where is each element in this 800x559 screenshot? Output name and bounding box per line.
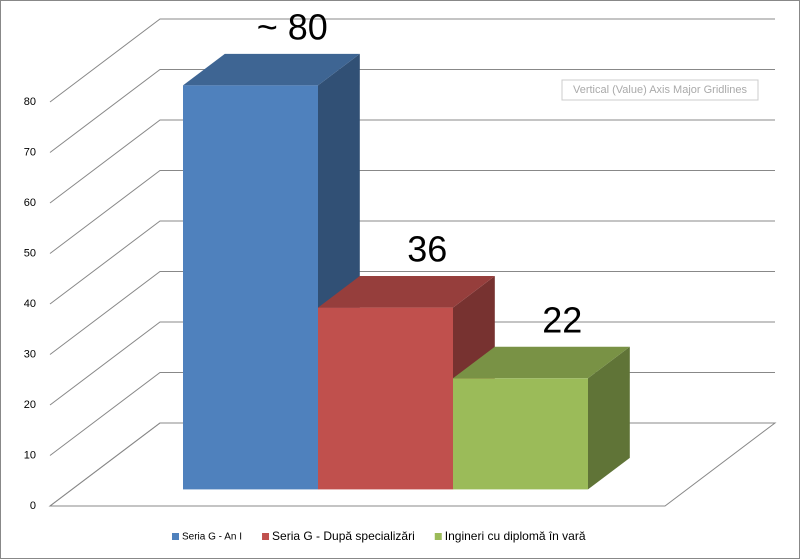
bar bbox=[453, 378, 588, 490]
grid-line bbox=[49, 271, 775, 355]
y-tick-label: 40 bbox=[24, 298, 36, 310]
grid-line bbox=[49, 321, 775, 406]
bar bbox=[318, 307, 453, 490]
y-tick-label: 30 bbox=[24, 348, 36, 360]
y-tick-label: 10 bbox=[24, 449, 36, 461]
legend-label: Seria G - După specializări bbox=[272, 529, 415, 543]
tooltip: Vertical (Value) Axis Major Gridlines bbox=[561, 79, 759, 101]
tooltip-box bbox=[561, 79, 759, 101]
y-tick-label: 80 bbox=[24, 96, 36, 108]
bar bbox=[183, 85, 318, 490]
data-label: ~ 80 bbox=[257, 6, 328, 47]
legend-label: Seria G - An I bbox=[182, 532, 242, 543]
grid-line bbox=[49, 18, 775, 103]
y-tick-label: 50 bbox=[24, 247, 36, 259]
y-tick-label: 60 bbox=[24, 197, 36, 209]
grid-line bbox=[49, 170, 775, 254]
bar-top bbox=[453, 346, 630, 379]
legend-label: Ingineri cu diplomă în vară bbox=[445, 529, 586, 543]
legend-swatch bbox=[172, 533, 179, 540]
grid-line bbox=[49, 69, 775, 153]
data-label: 22 bbox=[542, 299, 582, 340]
y-tick-label: 0 bbox=[30, 500, 36, 512]
grid-line bbox=[49, 119, 775, 204]
legend-swatch bbox=[262, 533, 270, 540]
grid-line bbox=[49, 220, 775, 305]
data-label: 36 bbox=[407, 229, 447, 270]
legend-swatch bbox=[434, 533, 442, 540]
tooltip-text: Vertical (Value) Axis Major Gridlines bbox=[573, 84, 748, 96]
y-tick-label: 70 bbox=[24, 146, 36, 158]
bar-top bbox=[183, 53, 360, 86]
bar-top bbox=[318, 276, 495, 308]
bar-side bbox=[588, 346, 630, 490]
y-tick-label: 20 bbox=[24, 399, 36, 411]
